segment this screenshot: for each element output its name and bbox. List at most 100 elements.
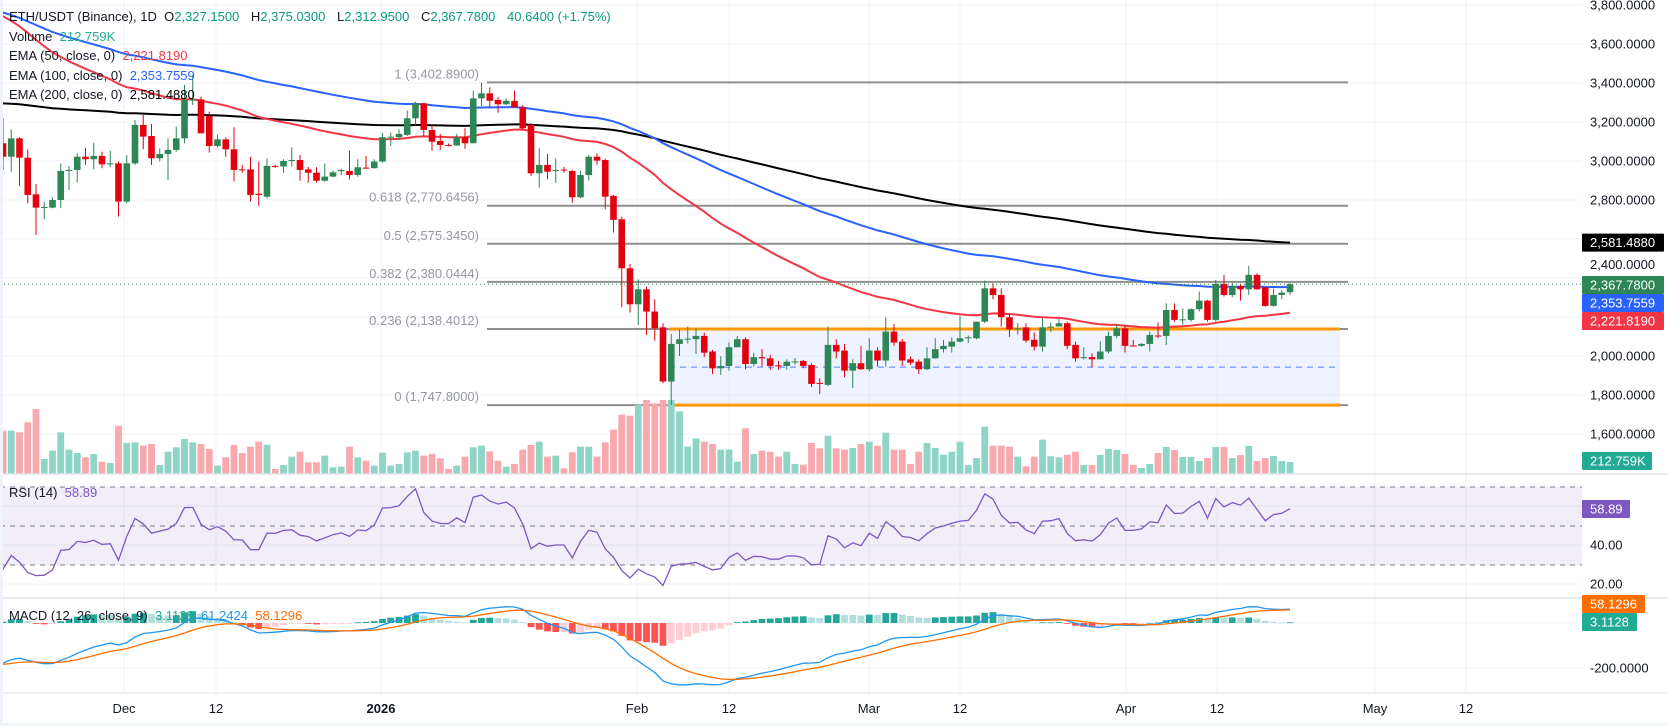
candle[interactable] — [742, 337, 749, 370]
candle[interactable] — [1072, 341, 1079, 362]
candle[interactable] — [106, 150, 114, 168]
candle[interactable] — [1138, 343, 1145, 347]
candle[interactable] — [948, 337, 956, 353]
candle[interactable] — [1129, 339, 1137, 347]
candle[interactable] — [172, 126, 180, 152]
candle[interactable] — [560, 166, 568, 173]
candle[interactable] — [568, 169, 576, 203]
candle[interactable] — [915, 359, 923, 374]
candle[interactable] — [1121, 324, 1129, 353]
candle[interactable] — [989, 283, 997, 300]
candle[interactable] — [1162, 303, 1170, 345]
candle[interactable] — [40, 201, 48, 220]
candle[interactable] — [7, 129, 15, 172]
candle[interactable] — [849, 359, 857, 389]
candle[interactable] — [659, 323, 667, 384]
candle[interactable] — [1080, 347, 1088, 360]
candle[interactable] — [288, 147, 296, 167]
macd-signal-badge[interactable]: 58.1296 — [1582, 595, 1645, 613]
candle[interactable] — [139, 114, 147, 150]
candle[interactable] — [370, 159, 378, 169]
last-price-badge[interactable]: 2,367.7800 — [1582, 276, 1664, 294]
candle[interactable] — [898, 339, 906, 366]
candle[interactable] — [577, 170, 584, 199]
candle[interactable] — [164, 138, 172, 180]
candle[interactable] — [197, 96, 205, 134]
candle[interactable] — [1220, 274, 1228, 297]
candle[interactable] — [1088, 353, 1096, 368]
candle[interactable] — [181, 84, 188, 144]
candle[interactable] — [709, 349, 716, 374]
candle[interactable] — [667, 333, 675, 406]
candle[interactable] — [32, 184, 40, 235]
candle[interactable] — [1154, 322, 1162, 339]
candle[interactable] — [428, 124, 436, 151]
candle[interactable] — [964, 335, 972, 344]
ema200-legend[interactable]: EMA (200, close, 0) 2,581.4880 — [9, 85, 619, 105]
candle[interactable] — [502, 98, 510, 106]
candle[interactable] — [115, 161, 122, 217]
volume-badge[interactable]: 212.759K — [1582, 452, 1652, 470]
candle[interactable] — [733, 335, 741, 348]
candle[interactable] — [337, 168, 345, 176]
candle[interactable] — [478, 82, 485, 107]
candle[interactable] — [412, 101, 419, 125]
candle[interactable] — [1261, 286, 1269, 307]
candle[interactable] — [799, 359, 807, 369]
candle[interactable] — [395, 129, 403, 140]
candle[interactable] — [98, 151, 106, 169]
candle[interactable] — [874, 347, 881, 367]
candle[interactable] — [634, 279, 642, 325]
candle[interactable] — [519, 105, 527, 130]
candle[interactable] — [527, 123, 535, 177]
candle[interactable] — [1146, 331, 1154, 352]
candle[interactable] — [890, 324, 898, 346]
candle[interactable] — [1039, 318, 1046, 352]
volume-legend[interactable]: Volume 212.759K — [9, 27, 619, 47]
candle[interactable] — [148, 123, 155, 165]
candle[interactable] — [717, 356, 725, 375]
candle[interactable] — [65, 165, 73, 191]
candle[interactable] — [1055, 318, 1063, 327]
candle[interactable] — [131, 120, 139, 165]
candle[interactable] — [816, 378, 824, 394]
candle[interactable] — [857, 345, 865, 370]
candle[interactable] — [304, 166, 312, 183]
candle[interactable] — [511, 90, 518, 108]
candle[interactable] — [997, 288, 1005, 327]
candle[interactable] — [123, 154, 131, 204]
candle[interactable] — [280, 159, 287, 173]
candle[interactable] — [1237, 283, 1244, 301]
candle[interactable] — [362, 155, 370, 169]
candle[interactable] — [981, 280, 989, 324]
candle[interactable] — [601, 158, 609, 210]
candle[interactable] — [651, 299, 659, 341]
candle[interactable] — [469, 90, 477, 144]
candle[interactable] — [230, 127, 238, 182]
macd-hist-badge[interactable]: 3.1128 — [1582, 613, 1637, 631]
candle[interactable] — [494, 97, 502, 113]
candle[interactable] — [321, 163, 329, 182]
candle[interactable] — [1204, 299, 1211, 322]
candle[interactable] — [725, 342, 733, 371]
candle[interactable] — [24, 149, 32, 204]
ema50-price-badge[interactable]: 2,221.8190 — [1582, 312, 1664, 330]
candle[interactable] — [238, 164, 246, 173]
candle[interactable] — [535, 148, 543, 188]
candle[interactable] — [643, 286, 650, 335]
candle[interactable] — [931, 338, 939, 359]
candle[interactable] — [313, 167, 320, 183]
candle[interactable] — [82, 147, 89, 165]
candle[interactable] — [700, 332, 708, 358]
candle[interactable] — [255, 161, 263, 207]
candle[interactable] — [750, 352, 758, 367]
candle[interactable] — [1187, 308, 1195, 322]
candle[interactable] — [593, 153, 601, 165]
candle[interactable] — [222, 137, 230, 157]
candle[interactable] — [403, 110, 411, 137]
candle[interactable] — [445, 143, 452, 147]
candle[interactable] — [387, 132, 395, 146]
candle[interactable] — [379, 132, 386, 163]
candle[interactable] — [585, 154, 593, 181]
candle[interactable] — [1030, 332, 1038, 351]
